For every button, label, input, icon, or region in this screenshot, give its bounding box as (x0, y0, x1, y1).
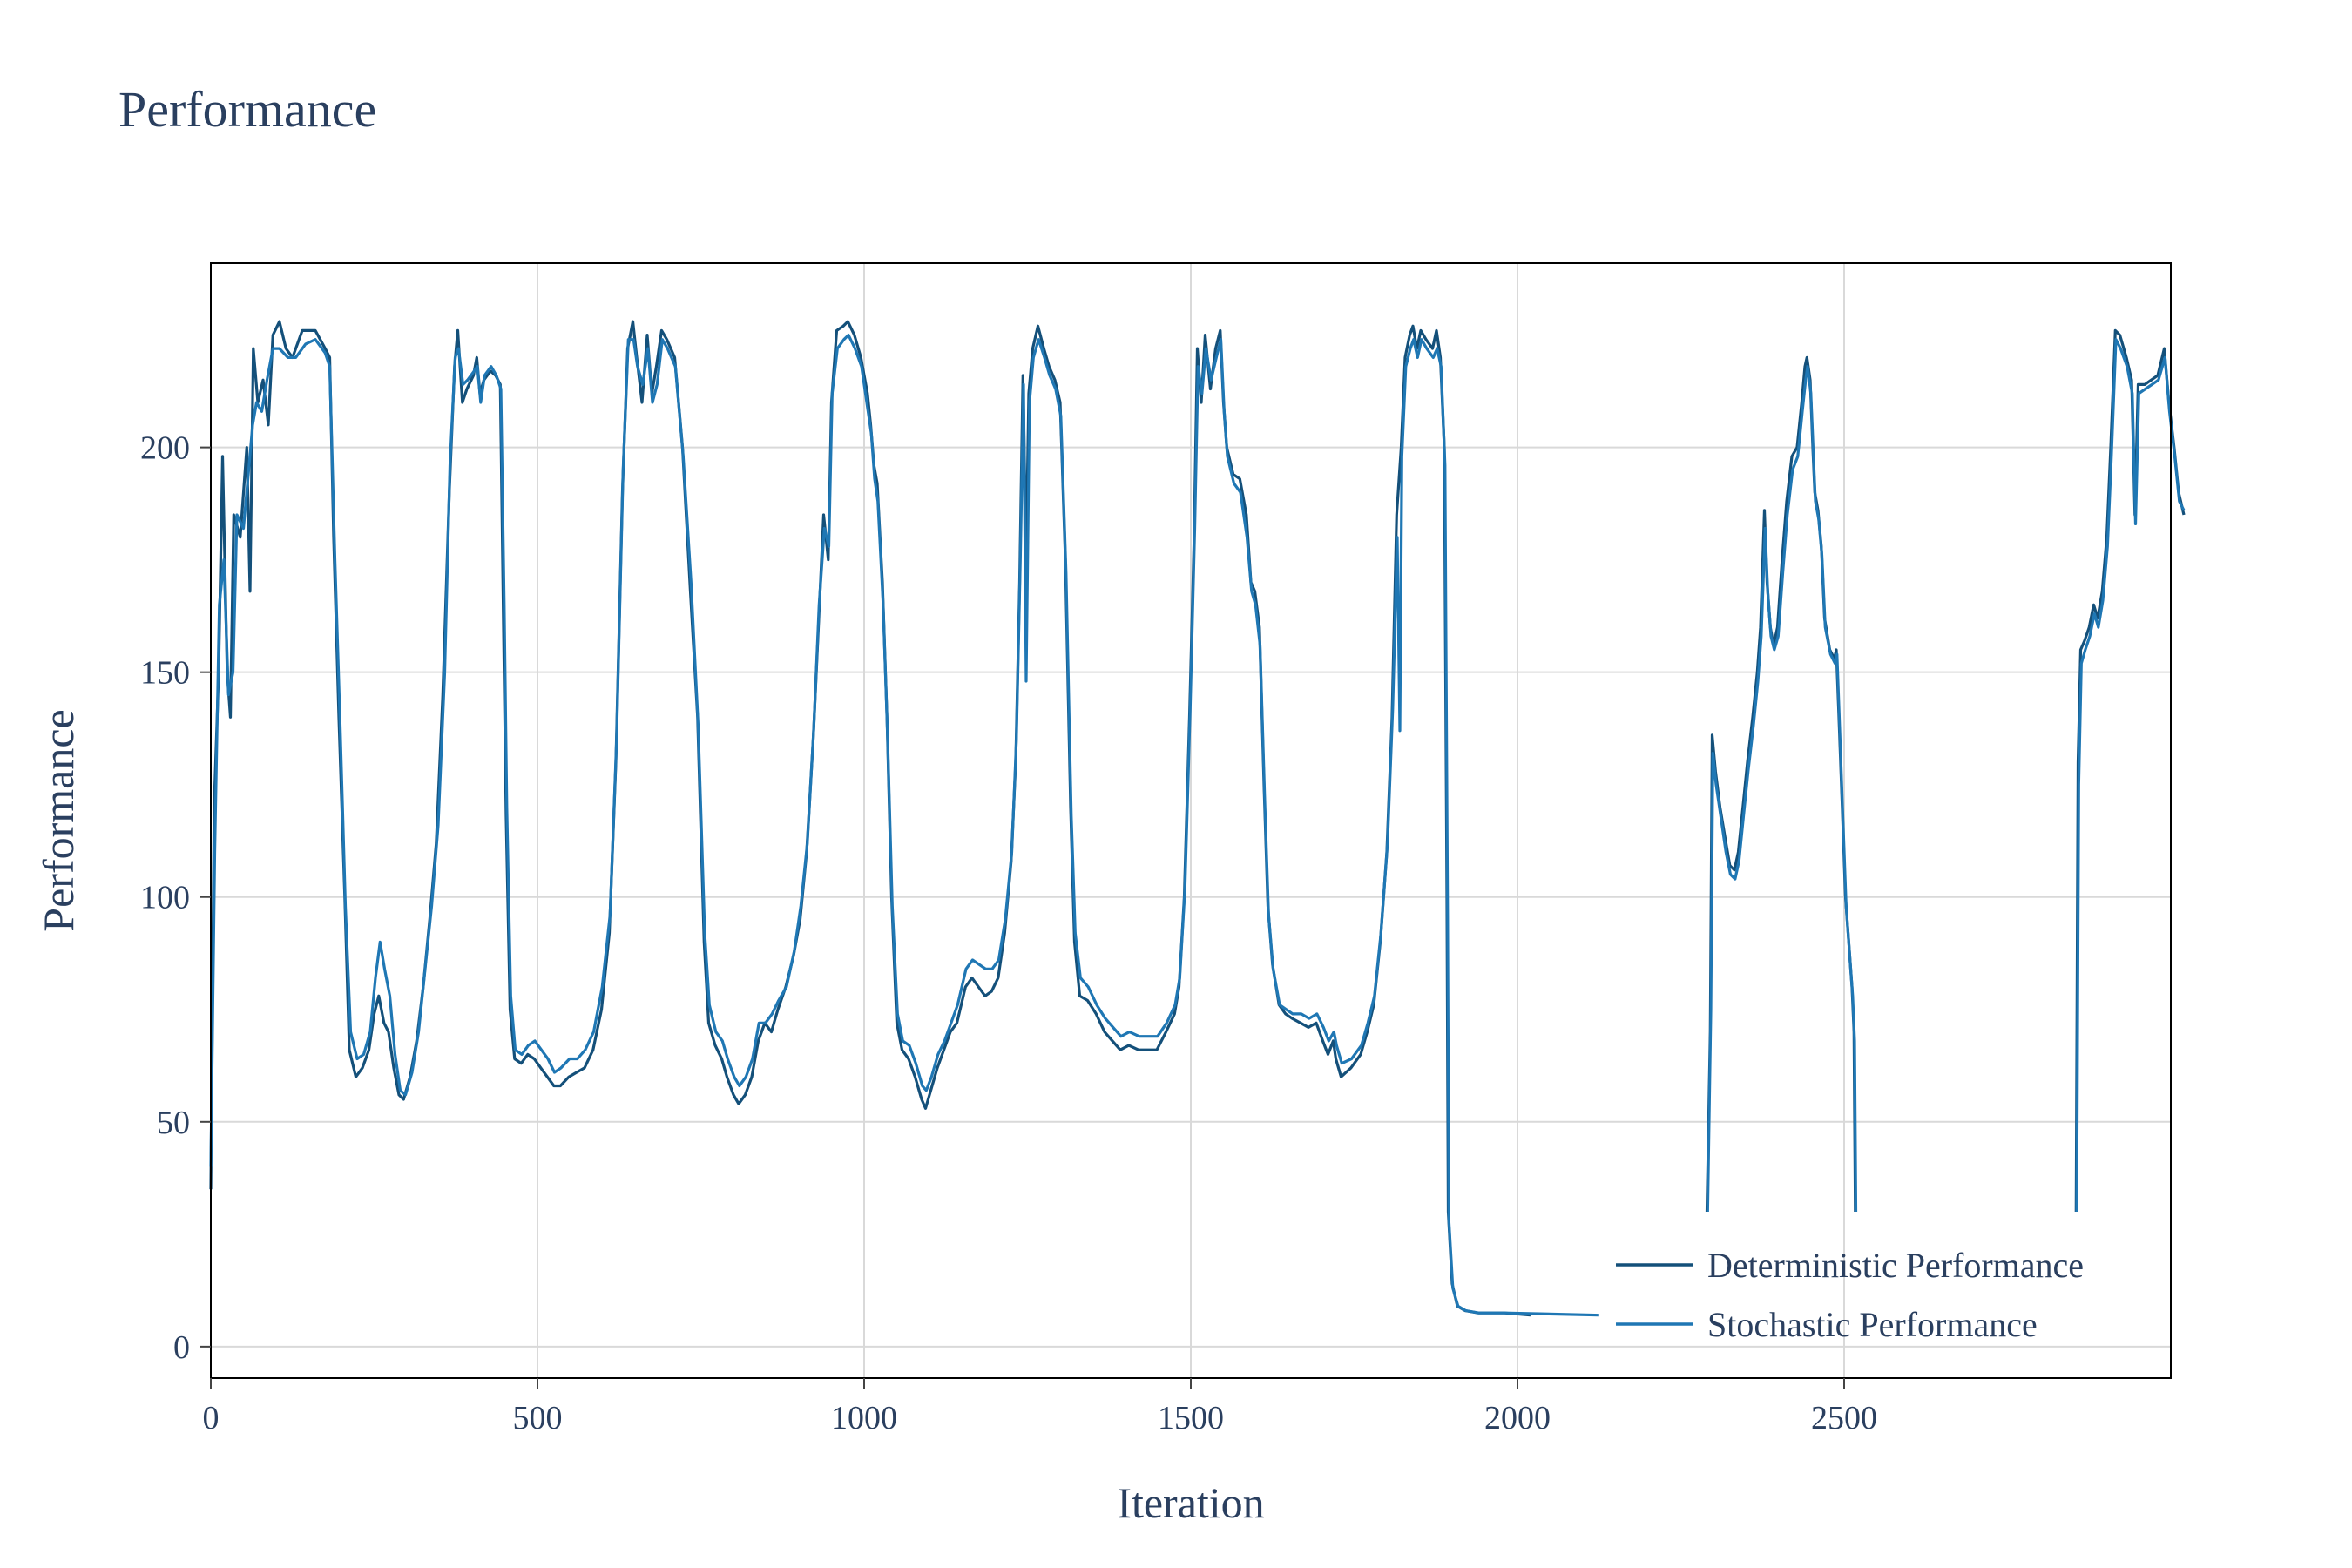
series-stochastic (209, 334, 2186, 1317)
x-gridlines (537, 263, 1845, 1378)
y-tick-label: 200 (140, 430, 190, 467)
y-axis-ticks: 0 50 100 150 200 (140, 430, 211, 1366)
x-tick-label: 0 (203, 1400, 220, 1436)
y-tick-label: 100 (140, 880, 190, 916)
y-tick-label: 50 (157, 1105, 190, 1141)
legend-label: Stochastic Performance (1707, 1305, 2038, 1344)
legend-item[interactable]: Stochastic Performance (1616, 1305, 2038, 1344)
x-tick-label: 2000 (1484, 1400, 1551, 1436)
legend: Deterministic Performance Stochastic Perf… (1616, 1246, 2084, 1344)
legend-item[interactable]: Deterministic Performance (1616, 1246, 2084, 1285)
x-tick-label: 1000 (831, 1400, 897, 1436)
series-line-segment (2075, 338, 2186, 1213)
y-tick-label: 150 (140, 655, 190, 692)
series-line-segment (1706, 365, 1858, 1213)
y-tick-label: 0 (173, 1329, 190, 1366)
x-tick-label: 500 (513, 1400, 563, 1436)
x-axis-title: Iteration (1117, 1478, 1264, 1527)
series-layer (209, 320, 2186, 1317)
x-tick-label: 2500 (1811, 1400, 1877, 1436)
y-axis-title: Performance (34, 709, 83, 931)
legend-label: Deterministic Performance (1707, 1246, 2084, 1285)
x-axis-ticks: 0 500 1000 1500 2000 2500 (203, 1378, 1877, 1436)
chart-title: Performance (118, 81, 377, 138)
x-tick-label: 1500 (1158, 1400, 1224, 1436)
series-line-segment (209, 334, 1599, 1317)
